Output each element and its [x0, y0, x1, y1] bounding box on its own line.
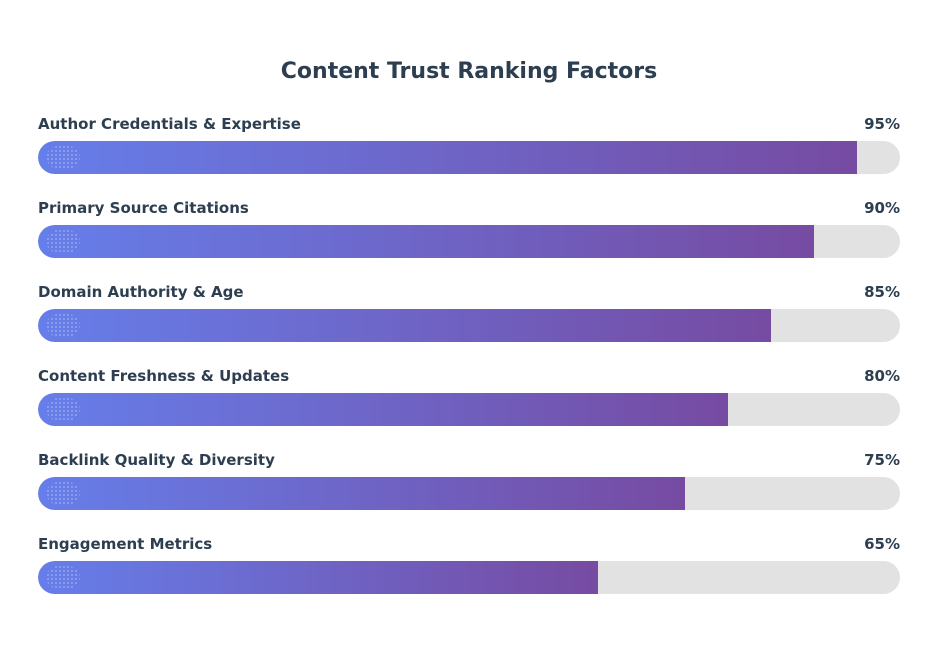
- bar-value-label: 95%: [864, 115, 900, 133]
- bar-track: [38, 393, 900, 426]
- bar: [38, 477, 685, 510]
- bar-label: Engagement Metrics: [38, 535, 213, 553]
- bar: [38, 393, 728, 426]
- bar-value-label: 65%: [864, 535, 900, 553]
- bar-row: Primary Source Citations 90%: [38, 197, 900, 281]
- bar-value-label: 90%: [864, 199, 900, 217]
- bar-label: Backlink Quality & Diversity: [38, 451, 275, 469]
- chart-title: Content Trust Ranking Factors: [280, 59, 658, 84]
- bar-track: [38, 225, 900, 258]
- bar-label: Content Freshness & Updates: [38, 367, 290, 385]
- bar: [38, 141, 857, 174]
- bar-row: Backlink Quality & Diversity 75%: [38, 449, 900, 533]
- bar-row: Author Credentials & Expertise 95%: [38, 113, 900, 197]
- bar-track: [38, 141, 900, 174]
- bar-row: Engagement Metrics 65%: [38, 533, 900, 617]
- bar-value-label: 75%: [864, 451, 900, 469]
- bar-label: Primary Source Citations: [38, 199, 249, 217]
- bar-label: Author Credentials & Expertise: [38, 115, 301, 133]
- bar: [38, 225, 814, 258]
- bar-row: Domain Authority & Age 85%: [38, 281, 900, 365]
- bar: [38, 561, 599, 594]
- bar-value-label: 80%: [864, 367, 900, 385]
- bar-track: [38, 309, 900, 342]
- bar-row: Content Freshness & Updates 80%: [38, 365, 900, 449]
- bar-rows: Author Credentials & Expertise 95% Prima…: [38, 113, 900, 617]
- bar-track: [38, 477, 900, 510]
- bar-value-label: 85%: [864, 283, 900, 301]
- bar-track: [38, 561, 900, 594]
- bar-label: Domain Authority & Age: [38, 283, 244, 301]
- bar: [38, 309, 771, 342]
